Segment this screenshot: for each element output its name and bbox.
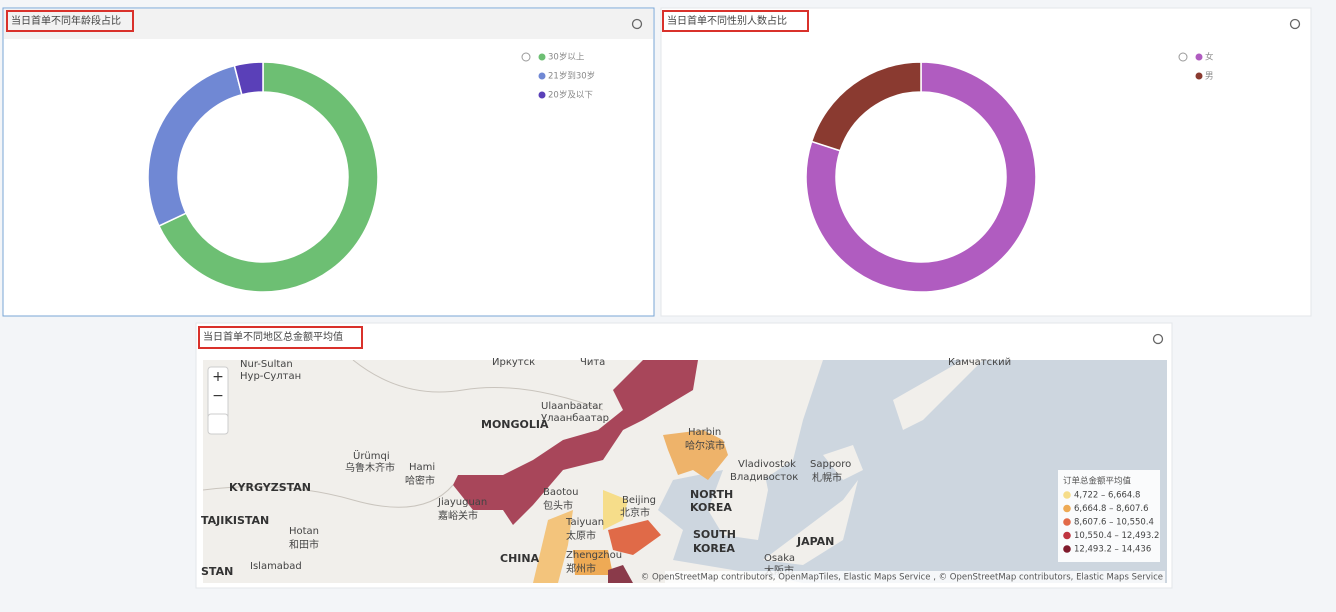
map-label: 太原市: [566, 529, 596, 542]
map-label: Beijing: [622, 495, 656, 506]
map-label: Улаанбаатар: [541, 413, 609, 424]
legend-swatch: [1195, 72, 1203, 80]
legend-swatch: [538, 53, 546, 61]
legend-box: [1058, 470, 1160, 562]
highlight-box: [662, 10, 809, 32]
settings-icon[interactable]: [631, 18, 643, 30]
korea: [708, 465, 768, 540]
legend-label: 男: [1205, 72, 1214, 82]
map-label: Нур-Султан: [240, 371, 301, 382]
panel-title: 当日首单不同地区总金额平均值: [203, 330, 343, 343]
legend-label: 30岁以上: [548, 52, 585, 63]
map-label: 北京市: [620, 506, 650, 519]
highlight-box: [198, 326, 363, 349]
map-label: Taiyuan: [565, 517, 604, 528]
legend-label: 女: [1205, 52, 1214, 63]
map-label: Jiayuguan: [437, 497, 487, 508]
attribution: © OpenStreetMap contributors, OpenMapTil…: [641, 573, 1163, 583]
map-label: CHINA: [500, 552, 540, 565]
map-label: Zhengzhou: [566, 550, 622, 561]
map-label: Sapporo: [810, 459, 851, 470]
map-label: 嘉峪关市: [438, 509, 478, 522]
map-legend: 订单总金额平均值 4,722 – 6,664.8 6,664.8 – 8,607.…: [1058, 470, 1160, 562]
panel-header: [4, 9, 653, 39]
zoom-in[interactable]: +: [212, 369, 224, 385]
legend-label: 6,664.8 – 8,607.6: [1074, 504, 1149, 514]
map-label: 哈密市: [405, 474, 435, 487]
map-label: Чита: [580, 357, 605, 368]
map-label: SOUTH: [693, 528, 736, 541]
settings-icon[interactable]: [1152, 333, 1164, 345]
panel-title: 当日首单不同年龄段占比: [11, 14, 121, 27]
map-label: 札幌市: [812, 471, 842, 484]
legend-label: 12,493.2 – 14,436: [1074, 545, 1151, 555]
map-label: Vladivostok: [738, 459, 796, 470]
map-label: 哈尔滨市: [685, 439, 725, 452]
map-label: Ürümqi: [353, 449, 390, 462]
attribution-bg: [665, 571, 1165, 583]
region: [533, 510, 573, 583]
map-label: Иркутск: [492, 357, 535, 368]
map-label: KOREA: [693, 542, 735, 555]
legend-toggle[interactable]: [1178, 52, 1188, 62]
map-label: Hami: [409, 462, 435, 473]
legend-swatch: [1063, 504, 1071, 513]
map-label: 和田市: [289, 538, 319, 551]
map-label: JAPAN: [796, 535, 834, 548]
map-label: Osaka: [764, 553, 795, 564]
map-label: TAJIKISTAN: [201, 514, 269, 527]
legend-swatch: [538, 72, 546, 80]
legend-swatch: [1195, 53, 1203, 61]
legend-swatch: [538, 91, 546, 99]
map-label: 郑州市: [566, 562, 596, 575]
map-label: Ulaanbaatar: [541, 401, 603, 412]
map-label: KYRGYZSTAN: [229, 481, 311, 494]
region: [453, 360, 698, 525]
map-label: Islamabad: [250, 561, 302, 572]
map-label: 包头市: [543, 499, 573, 512]
japan: [763, 360, 983, 565]
map-label: KOREA: [690, 501, 732, 514]
region: [663, 430, 728, 480]
pie-slice: [810, 61, 922, 152]
map-label: Hotan: [289, 526, 319, 537]
fit-button[interactable]: [207, 413, 229, 435]
legend-label: 8,607.6 – 10,550.4: [1074, 518, 1154, 528]
map-label: STAN: [201, 565, 233, 578]
map-label: Nur-Sultan: [240, 359, 293, 370]
panel-title: 当日首单不同性别人数占比: [667, 14, 787, 27]
legend-label: 20岁及以下: [548, 90, 593, 101]
pie-slice: [157, 61, 379, 293]
region: [608, 520, 661, 555]
map-label: Владивосток: [730, 472, 798, 483]
map-label: 乌鲁木齐市: [345, 461, 395, 474]
settings-icon[interactable]: [1289, 18, 1301, 30]
map-label: NORTH: [690, 488, 733, 501]
highlight-box: [6, 10, 134, 32]
map-label: Baotou: [543, 487, 578, 498]
legend-swatch: [1063, 531, 1071, 540]
region: [603, 490, 628, 530]
legend-title: 订单总金额平均值: [1063, 476, 1132, 487]
region: [573, 550, 613, 575]
map-label: Камчатский: [948, 357, 1011, 368]
region: [608, 565, 633, 583]
zoom-out[interactable]: −: [212, 388, 224, 404]
legend-swatch: [1063, 545, 1071, 553]
legend-label: 10,550.4 – 12,493.2: [1074, 531, 1159, 541]
legend-swatch: [1063, 518, 1071, 526]
pie-slice: [805, 61, 1037, 293]
legend-label: 4,722 – 6,664.8: [1074, 491, 1140, 501]
legend-label: 21岁到30岁: [548, 71, 595, 82]
legend-toggle[interactable]: [521, 52, 531, 62]
legend-swatch: [1063, 491, 1071, 499]
pie-slice: [233, 61, 264, 96]
map-label: MONGOLIA: [481, 418, 549, 431]
map-label: Harbin: [688, 427, 721, 438]
sea: [658, 360, 1167, 583]
map: [203, 360, 1167, 583]
